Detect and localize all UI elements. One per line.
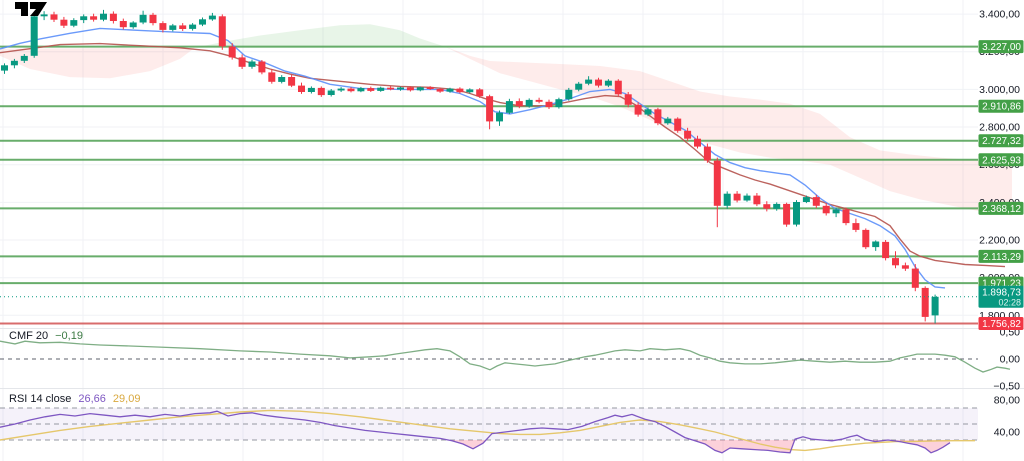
candles [1, 9, 939, 324]
cmf-title: CMF 20 [9, 330, 49, 342]
price-level-label-text: 3.227,00 [982, 42, 1021, 53]
axis-tick-label: 3.000,00 [979, 84, 1020, 96]
price-level-label-text: 1.756,82 [982, 319, 1021, 330]
price-level-label-text: 2.727,32 [982, 136, 1021, 147]
rsi-value: 26,66 [78, 393, 106, 405]
price-level-label [978, 317, 1024, 330]
price-scale[interactable]: 3.400,003.200,003.000,002.800,002.600,00… [978, 9, 1024, 439]
cmf-value: −0,19 [55, 330, 83, 342]
price-levels [0, 45, 978, 325]
price-level-label-text: 2.625,93 [982, 155, 1021, 166]
price-level-label-text: 2.910,86 [982, 102, 1021, 113]
last-price-label [978, 285, 1024, 308]
cmf-pane[interactable] [0, 340, 1011, 373]
rsi-title: RSI 14 close [9, 393, 72, 405]
rsi-pane[interactable] [0, 407, 978, 454]
tradingview-logo-icon[interactable] [0, 0, 64, 18]
bar-countdown-text: 02:28 [998, 297, 1021, 307]
cmf-legend[interactable]: CMF 20 −0,19 [9, 330, 90, 342]
axis-tick-label: −0,50 [993, 381, 1020, 393]
price-level-label-text: 1.971,23 [982, 279, 1021, 290]
price-level-label [978, 249, 1024, 263]
price-level-label-text: 2.368,12 [982, 204, 1021, 215]
axis-tick-label: 2.800,00 [979, 122, 1020, 134]
price-level-label [978, 99, 1024, 113]
ichimoku-cloud [0, 24, 1012, 216]
axis-tick-label: 0,00 [1000, 353, 1021, 365]
axis-tick-label: 3.400,00 [979, 9, 1020, 21]
rsi-ma-value: 29,09 [112, 393, 141, 405]
price-level-label [978, 40, 1024, 54]
axis-tick-label: 40,00 [994, 427, 1020, 439]
price-level-label [978, 134, 1024, 148]
axis-tick-label: 2.200,00 [979, 235, 1020, 247]
price-level-label [978, 153, 1024, 167]
axis-tick-label: 80,00 [994, 395, 1020, 407]
rsi-legend[interactable]: RSI 14 close 26,66 29,09 [9, 393, 147, 405]
price-level-label-text: 2.113,29 [983, 252, 1022, 263]
price-level-label [978, 201, 1024, 215]
last-price-text: 1.898,73 [982, 287, 1021, 298]
